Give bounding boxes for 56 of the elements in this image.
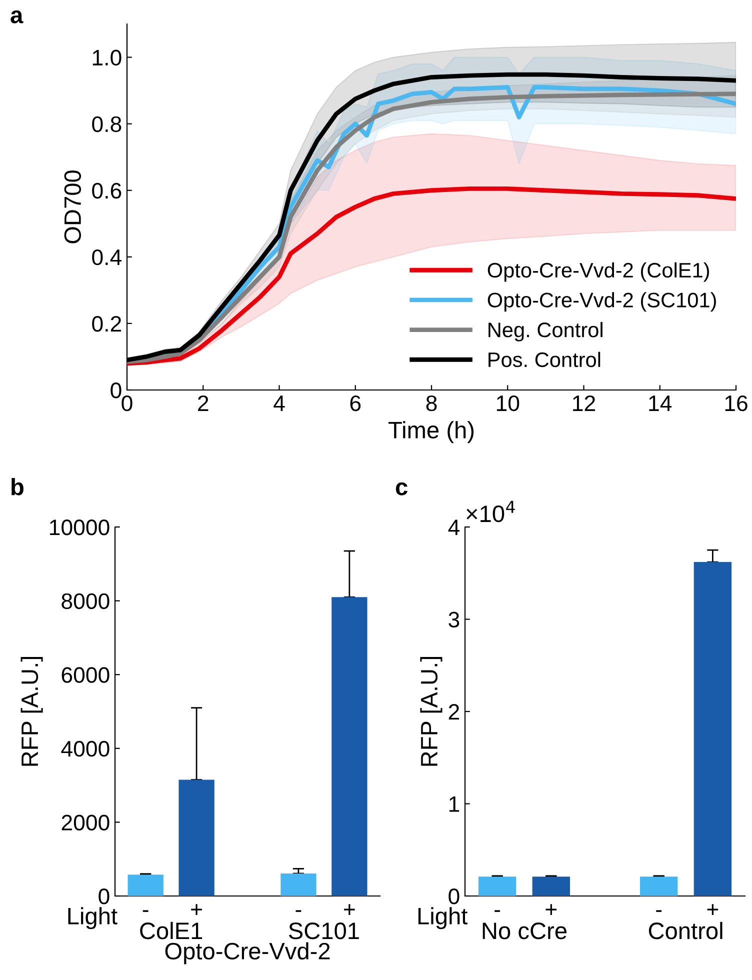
legend-label: Neg. Control [488,322,602,342]
text: ×10$^{4}$ [466,500,515,522]
y-tick-label: 4000 [61,740,110,757]
x-tick-label: - [142,910,148,912]
x-tick-label: - [296,910,302,912]
y-tick-label: 3 [448,612,460,628]
x-tick-label: 4 [274,396,285,411]
y-axis-title: RFP [A.U.] [20,656,43,766]
text: Opto-Cre-Vvd-2 [165,942,330,964]
bar [178,780,214,896]
bar [332,597,368,896]
y-tick-label: 2 [448,704,460,720]
y-tick-label: 6000 [62,667,110,683]
x-tick-label: 14 [649,396,672,411]
y-tick-label: 0 [110,382,122,398]
x-tick-label: 0 [122,395,132,412]
x-tick-label: 12 [573,395,595,411]
y-tick-label: 0.4 [92,249,122,266]
legend-label: Pos. Control [488,352,600,368]
y-tick-label: 8000 [62,593,110,610]
text: Light [68,907,118,930]
y-tick-label: 0.6 [92,182,122,199]
x-tick-label: - [494,910,500,912]
chart-title: b [12,478,24,496]
y-tick-label: 10000 [50,520,110,536]
y-tick-label: 0.2 [92,316,122,332]
x-tick-label: + [344,904,355,916]
x-tick-label: 10 [496,395,520,412]
x-tick-label: + [546,904,557,916]
x-tick-label: 6 [350,395,361,412]
x-tick-label: 2 [198,395,208,411]
y-tick-label: 1.0 [92,50,122,66]
text: SC101 [288,922,359,940]
line-series [127,186,736,366]
x-tick-label: - [656,910,662,912]
text: Control [648,922,722,940]
y-axis-title: RFP [A.U.] [420,656,442,766]
y-tick-label: 2000 [62,814,110,830]
x-tick-label: 16 [725,395,748,412]
x-tick-label: + [707,904,718,916]
x-tick-label: 8 [426,395,437,412]
bar [128,874,164,896]
text: No cCre [482,922,566,940]
y-tick-label: 4 [448,520,460,536]
chart-title: c [396,482,408,496]
text: ColE1 [140,922,202,940]
y-axis-title: OD700 [64,170,82,244]
legend-label: Opto-Cre-Vvd-2 (ColE1) [488,262,710,282]
x-axis-title: Time (h) [388,421,474,444]
bar [280,873,316,896]
text: Light [418,907,468,930]
x-tick-label: + [191,904,202,916]
y-tick-label: 1 [449,796,460,812]
y-tick-label: 0.8 [92,116,122,132]
chart-title: a [10,10,24,24]
legend-label: Opto-Cre-Vvd-2 (SC101) [488,292,716,312]
